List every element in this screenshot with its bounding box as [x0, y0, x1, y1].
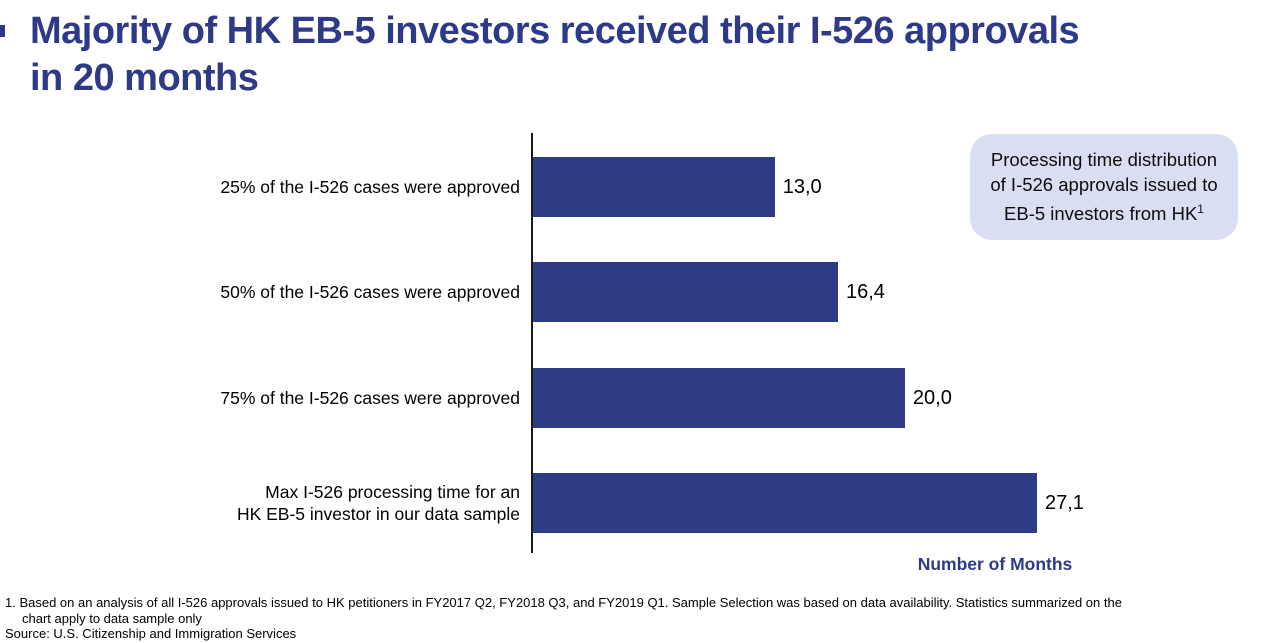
bar [533, 262, 838, 323]
chart-annotation-callout: Processing time distribution of I-526 ap… [970, 134, 1238, 240]
bar-row: 50% of the I-526 cases were approved 16,4 [0, 262, 1280, 323]
callout-line1: Processing time distribution [990, 149, 1218, 171]
bar-category-label: 75% of the I-526 cases were approved [220, 387, 520, 408]
bar-row: Max I-526 processing time for an HK EB-5… [0, 472, 1280, 533]
bar-value-label: 20,0 [912, 386, 952, 409]
slide-corner-accent [0, 25, 5, 37]
bar-category-label: 25% of the I-526 cases were approved [220, 177, 520, 197]
slide-title-line1: Majority of HK EB-5 investors received t… [30, 10, 1080, 52]
footnote-1-line2: chart apply to data sample only [22, 610, 202, 626]
bar [533, 472, 1037, 533]
bar [533, 367, 905, 428]
bar-value-label: 27,1 [1044, 491, 1084, 514]
chart-y-axis-line [531, 133, 533, 553]
slide-title: Majority of HK EB-5 investors received t… [30, 8, 1250, 102]
bar [533, 157, 775, 217]
bar-value-label: 16,4 [845, 281, 885, 304]
footnote-1-line1: 1. Based on an analysis of all I-526 app… [5, 595, 1122, 610]
bar-chart: 25% of the I-526 cases were approved 13,0… [0, 157, 1280, 577]
callout-line2: of I-526 approvals issued to [990, 174, 1218, 196]
callout-line3: EB-5 investors from HK1 [1004, 202, 1204, 225]
bar-category-label: Max I-526 processing time for an HK EB-5… [236, 481, 520, 524]
footnotes: 1. Based on an analysis of all I-526 app… [5, 595, 1215, 642]
bar-value-label: 13,0 [782, 176, 822, 198]
x-axis-label: Number of Months [917, 554, 1073, 574]
footnote-superscript: 1 [1197, 202, 1204, 217]
bar-category-label: 50% of the I-526 cases were approved [220, 282, 520, 303]
bar-row: 75% of the I-526 cases were approved 20,0 [0, 367, 1280, 428]
bar-row: 25% of the I-526 cases were approved 13,0 [0, 157, 1280, 217]
slide-title-line2: in 20 months [30, 57, 259, 99]
source-note: Source: U.S. Citizenship and Immigration… [5, 626, 297, 641]
